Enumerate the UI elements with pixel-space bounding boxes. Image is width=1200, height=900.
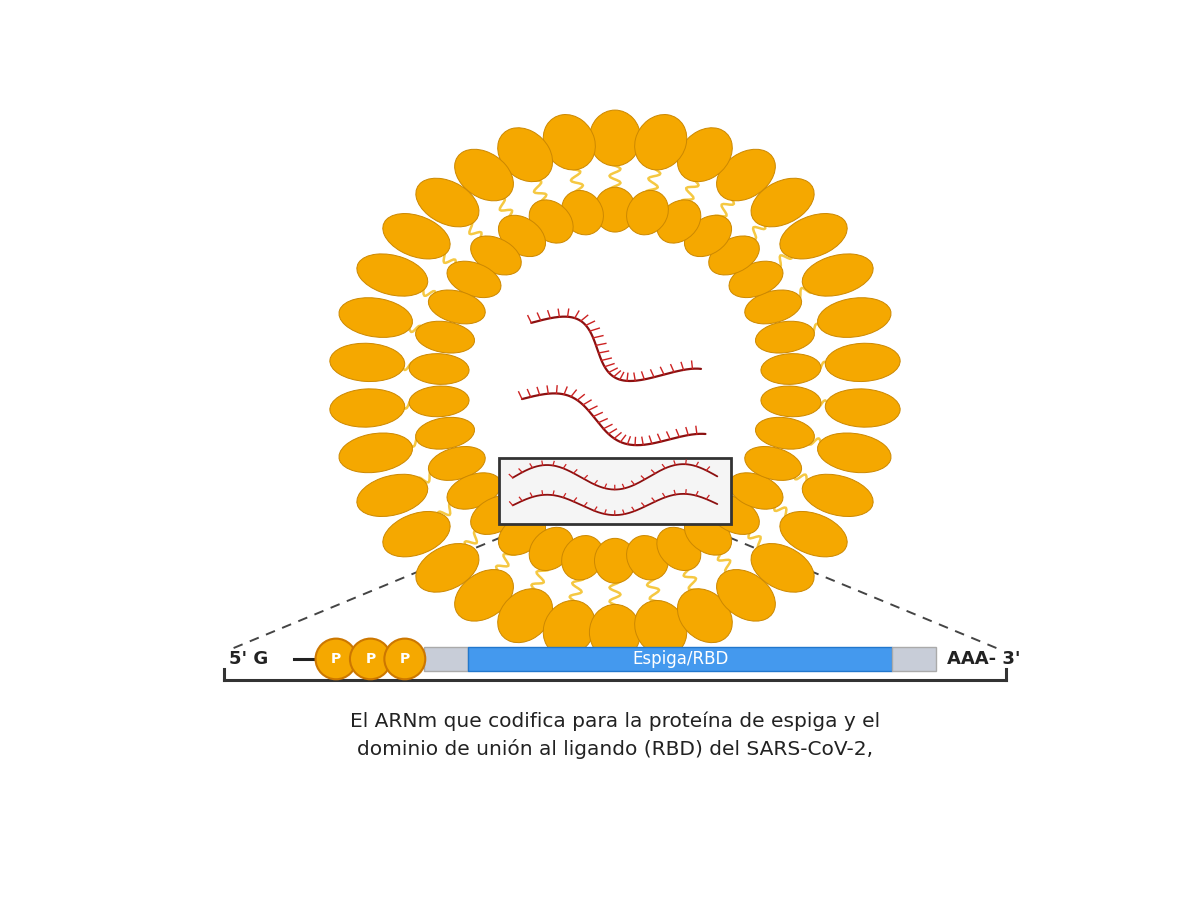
Ellipse shape xyxy=(338,298,413,338)
Ellipse shape xyxy=(415,321,474,353)
FancyBboxPatch shape xyxy=(425,647,468,671)
Ellipse shape xyxy=(470,236,521,275)
Ellipse shape xyxy=(745,290,802,324)
Text: P: P xyxy=(400,652,410,666)
Ellipse shape xyxy=(709,236,760,275)
Ellipse shape xyxy=(635,600,686,656)
Ellipse shape xyxy=(684,215,732,256)
Ellipse shape xyxy=(716,570,775,621)
Ellipse shape xyxy=(716,149,775,201)
Ellipse shape xyxy=(756,418,815,449)
Ellipse shape xyxy=(589,110,641,166)
Ellipse shape xyxy=(416,544,479,592)
Ellipse shape xyxy=(626,191,668,235)
Ellipse shape xyxy=(350,639,391,680)
Text: El ARNm que codifica para la proteína de espiga y el: El ARNm que codifica para la proteína de… xyxy=(350,712,880,731)
Ellipse shape xyxy=(409,354,469,384)
Ellipse shape xyxy=(678,128,732,182)
Ellipse shape xyxy=(745,446,802,481)
Ellipse shape xyxy=(751,544,814,592)
Ellipse shape xyxy=(383,511,450,557)
FancyBboxPatch shape xyxy=(468,647,893,671)
Ellipse shape xyxy=(544,600,595,656)
Ellipse shape xyxy=(428,446,485,481)
Ellipse shape xyxy=(730,261,784,298)
Ellipse shape xyxy=(817,298,892,338)
Ellipse shape xyxy=(384,639,425,680)
Ellipse shape xyxy=(562,536,604,580)
Ellipse shape xyxy=(562,191,604,235)
Ellipse shape xyxy=(529,527,574,571)
Text: P: P xyxy=(331,652,341,666)
Ellipse shape xyxy=(635,114,686,170)
Ellipse shape xyxy=(594,187,636,232)
Ellipse shape xyxy=(803,254,874,296)
Ellipse shape xyxy=(803,474,874,517)
Ellipse shape xyxy=(409,386,469,417)
Ellipse shape xyxy=(751,178,814,227)
Ellipse shape xyxy=(761,386,821,417)
Ellipse shape xyxy=(656,527,701,571)
Ellipse shape xyxy=(446,261,500,298)
Ellipse shape xyxy=(709,495,760,535)
Ellipse shape xyxy=(415,418,474,449)
Ellipse shape xyxy=(684,514,732,555)
Ellipse shape xyxy=(455,570,514,621)
Ellipse shape xyxy=(416,178,479,227)
Ellipse shape xyxy=(356,474,427,517)
Ellipse shape xyxy=(338,433,413,472)
Ellipse shape xyxy=(761,354,821,384)
Ellipse shape xyxy=(756,321,815,353)
Ellipse shape xyxy=(656,200,701,243)
Ellipse shape xyxy=(330,389,404,428)
Ellipse shape xyxy=(428,290,485,324)
Ellipse shape xyxy=(446,472,500,509)
Ellipse shape xyxy=(498,215,546,256)
Ellipse shape xyxy=(817,433,892,472)
FancyBboxPatch shape xyxy=(499,458,731,524)
Ellipse shape xyxy=(383,213,450,259)
Text: P: P xyxy=(365,652,376,666)
Ellipse shape xyxy=(730,472,784,509)
Ellipse shape xyxy=(455,149,514,201)
Ellipse shape xyxy=(356,254,427,296)
Text: 5' G: 5' G xyxy=(229,650,269,668)
Ellipse shape xyxy=(544,114,595,170)
Ellipse shape xyxy=(316,639,356,680)
Ellipse shape xyxy=(626,536,668,580)
Text: dominio de unión al ligando (RBD) del SARS-CoV-2,: dominio de unión al ligando (RBD) del SA… xyxy=(356,739,874,759)
Ellipse shape xyxy=(498,128,552,182)
Ellipse shape xyxy=(498,589,552,643)
FancyBboxPatch shape xyxy=(893,647,936,671)
Ellipse shape xyxy=(594,538,636,583)
Ellipse shape xyxy=(498,514,546,555)
Ellipse shape xyxy=(678,589,732,643)
Text: AAA- 3': AAA- 3' xyxy=(947,650,1020,668)
Ellipse shape xyxy=(780,511,847,557)
Ellipse shape xyxy=(330,343,404,382)
Ellipse shape xyxy=(780,213,847,259)
Ellipse shape xyxy=(529,200,574,243)
Text: Espiga/RBD: Espiga/RBD xyxy=(632,650,728,668)
Ellipse shape xyxy=(826,389,900,428)
Ellipse shape xyxy=(589,605,641,661)
Ellipse shape xyxy=(826,343,900,382)
Ellipse shape xyxy=(470,495,521,535)
